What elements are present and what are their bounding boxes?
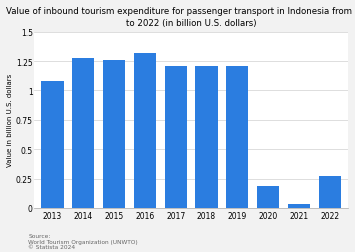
Title: Value of inbound tourism expenditure for passenger transport in Indonesia from 2: Value of inbound tourism expenditure for…: [6, 7, 355, 28]
Bar: [288, 205, 310, 208]
Bar: [42, 82, 64, 208]
Bar: [226, 67, 248, 208]
Bar: [165, 67, 187, 208]
Bar: [72, 58, 94, 208]
Y-axis label: Value in billion U.S. dollars: Value in billion U.S. dollars: [7, 74, 13, 167]
Bar: [195, 67, 218, 208]
Bar: [318, 177, 341, 208]
Bar: [257, 186, 279, 208]
Bar: [134, 54, 156, 208]
Text: Source:
World Tourism Organization (UNWTO)
© Statista 2024: Source: World Tourism Organization (UNWT…: [28, 233, 138, 249]
Bar: [103, 61, 125, 208]
